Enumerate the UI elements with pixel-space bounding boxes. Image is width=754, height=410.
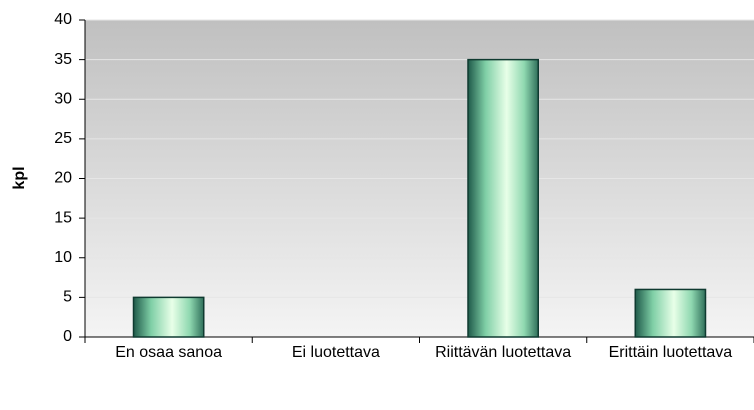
x-tick-label: Riittävän luotettava bbox=[435, 344, 572, 361]
y-tick-label: 35 bbox=[54, 51, 72, 68]
y-tick-label: 40 bbox=[54, 11, 72, 28]
y-tick-label: 25 bbox=[54, 130, 72, 147]
bar bbox=[634, 288, 707, 338]
y-axis-title: kpl bbox=[11, 166, 28, 189]
y-tick-label: 10 bbox=[54, 249, 72, 266]
y-tick-label: 0 bbox=[63, 328, 72, 345]
y-tick-label: 15 bbox=[54, 209, 72, 226]
y-tick-label: 30 bbox=[54, 90, 72, 107]
bar bbox=[132, 296, 205, 338]
x-tick-label: En osaa sanoa bbox=[115, 344, 222, 361]
x-tick-label: Erittäin luotettava bbox=[608, 344, 733, 361]
x-tick-label: Ei luotettava bbox=[291, 344, 380, 361]
bar bbox=[467, 58, 539, 338]
y-tick-label: 20 bbox=[54, 170, 72, 187]
y-tick-label: 5 bbox=[63, 289, 72, 306]
